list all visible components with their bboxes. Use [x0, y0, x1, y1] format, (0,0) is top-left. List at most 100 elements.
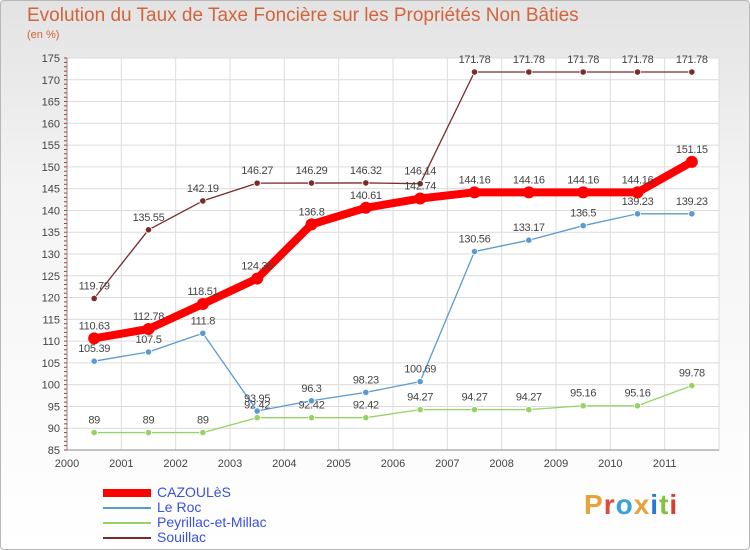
legend-swatch-peyrillac	[103, 521, 151, 524]
data-point	[144, 348, 153, 356]
data-label: 96.3	[301, 383, 321, 395]
data-point	[253, 407, 261, 415]
data-point	[577, 186, 590, 199]
data-point	[468, 186, 481, 199]
data-label: 110.63	[79, 320, 110, 332]
data-point	[579, 68, 587, 76]
series-line	[93, 213, 693, 412]
data-point	[688, 68, 696, 76]
data-point	[359, 201, 372, 214]
data-point	[470, 68, 479, 76]
y-tick-label: 140	[42, 205, 60, 217]
y-tick-label: 175	[42, 53, 60, 65]
data-point	[253, 414, 261, 422]
data-point	[688, 382, 696, 390]
y-tick-label: 90	[48, 423, 60, 435]
y-tick-label: 170	[42, 75, 60, 87]
data-label: 119.79	[79, 280, 110, 292]
y-tick-label: 110	[42, 336, 60, 348]
y-tick-label: 165	[42, 97, 60, 109]
data-label: 92.42	[298, 400, 324, 412]
x-tick-label: 2011	[653, 458, 677, 470]
legend-label-souillac: Souillac	[157, 529, 207, 545]
data-label: 98.23	[353, 374, 379, 386]
data-point	[307, 414, 316, 422]
data-point	[416, 406, 424, 414]
y-tick-label: 115	[42, 314, 60, 326]
data-point	[251, 272, 264, 285]
data-label: 130.56	[459, 234, 491, 246]
data-label: 144.16	[513, 174, 545, 186]
data-label: 139.23	[676, 196, 708, 208]
data-point	[525, 236, 533, 244]
y-tick-label: 95	[48, 401, 60, 413]
data-label: 144.16	[459, 174, 491, 186]
data-point	[307, 179, 316, 187]
y-axis-unit: (en %)	[27, 29, 60, 41]
data-label: 92.42	[353, 400, 379, 412]
legend-item-peyrillac: Peyrillac-et-Millac	[103, 515, 267, 530]
data-label: 95.16	[570, 388, 596, 400]
x-tick-label: 2000	[55, 458, 79, 470]
logo-letter: o	[615, 489, 634, 520]
logo-letter: t	[659, 489, 670, 520]
data-point	[470, 247, 479, 256]
data-label: 146.27	[241, 165, 273, 177]
data-label: 171.78	[676, 54, 708, 66]
data-point	[416, 180, 424, 188]
legend-item-le-roc: Le Roc	[103, 500, 267, 515]
y-tick-label: 120	[42, 293, 60, 305]
legend-label-cazoules: CAZOULèS	[157, 484, 231, 500]
legend-item-souillac: Souillac	[103, 530, 267, 545]
data-label: 135.55	[133, 212, 165, 224]
data-label: 136.5	[570, 208, 596, 220]
y-tick-label: 155	[42, 140, 60, 152]
x-tick-label: 2004	[272, 458, 296, 470]
y-tick-label: 100	[42, 380, 60, 392]
data-label: 139.23	[622, 196, 654, 208]
data-label: 118.51	[187, 286, 218, 298]
data-label: 112.78	[133, 311, 164, 323]
data-point	[579, 402, 587, 410]
data-label: 136.8	[298, 206, 324, 218]
data-label: 105.39	[78, 343, 110, 355]
data-point	[631, 186, 644, 199]
y-tick-label: 85	[48, 445, 60, 457]
legend-swatch-souillac	[103, 536, 151, 539]
data-point	[362, 388, 370, 396]
y-tick-label: 130	[42, 249, 60, 261]
data-point	[525, 68, 533, 76]
data-label: 89	[88, 415, 100, 427]
legend-swatch-le-roc	[103, 506, 151, 509]
data-label: 107.5	[135, 334, 161, 346]
data-label: 94.27	[461, 392, 487, 404]
logo-letter: x	[633, 489, 651, 520]
y-tick-label: 125	[42, 271, 60, 283]
data-point	[199, 428, 207, 437]
data-label: 111.8	[191, 315, 216, 327]
x-tick-label: 2008	[489, 458, 513, 470]
data-point	[414, 192, 427, 205]
x-tick-label: 2001	[109, 458, 133, 470]
logo-letter: i	[650, 489, 660, 520]
data-point	[362, 414, 370, 422]
legend-item-cazoules: CAZOULèS	[103, 485, 267, 500]
y-tick-label: 150	[42, 162, 60, 174]
data-point	[199, 329, 207, 337]
data-label: 151.15	[676, 144, 708, 156]
data-point	[688, 210, 696, 218]
chart-title: Evolution du Taux de Taxe Foncière sur l…	[27, 5, 579, 26]
data-point	[579, 222, 587, 230]
data-label: 144.16	[622, 174, 654, 186]
data-point	[685, 155, 698, 168]
x-tick-label: 2006	[381, 458, 405, 470]
logo-letter: i	[669, 489, 679, 520]
x-tick-label: 2009	[544, 458, 568, 470]
data-label: 89	[143, 415, 155, 427]
data-point	[88, 332, 101, 345]
data-label: 133.17	[513, 222, 545, 234]
data-point	[142, 323, 155, 336]
series-line	[93, 384, 693, 434]
data-label: 171.78	[513, 54, 545, 66]
